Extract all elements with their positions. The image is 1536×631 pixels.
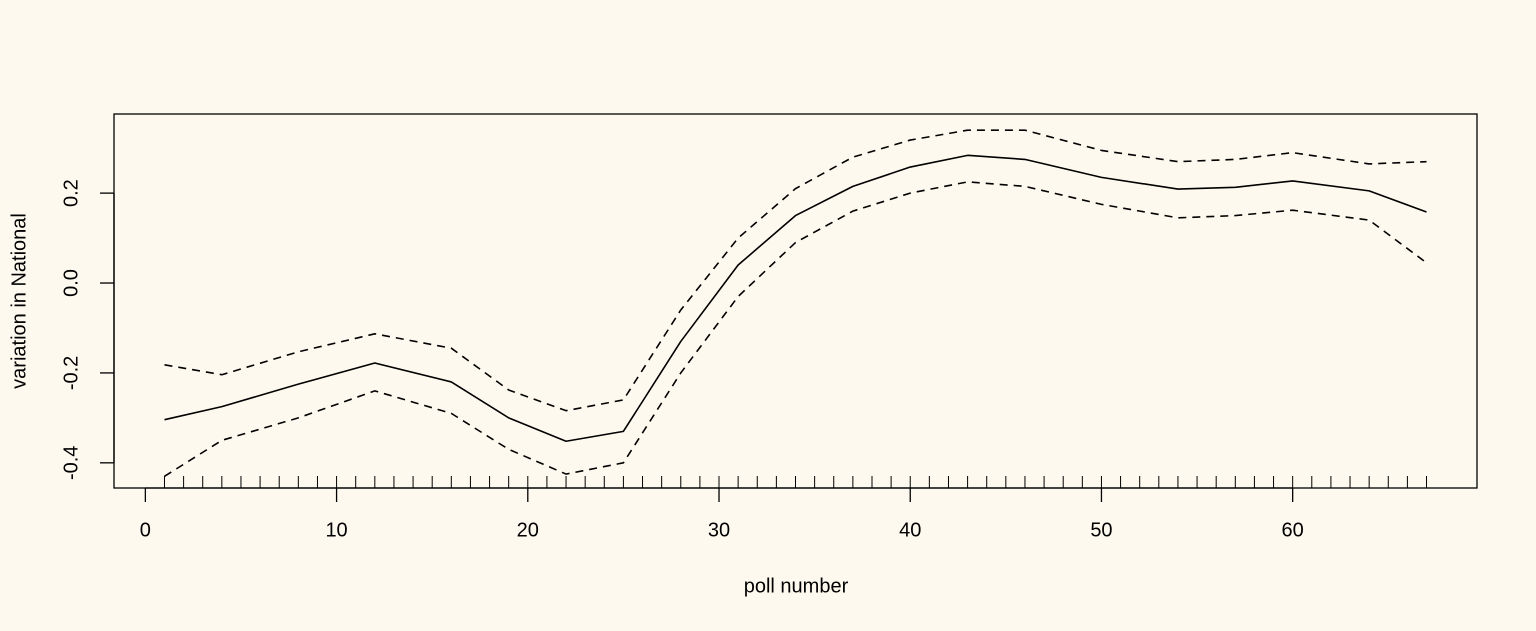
x-tick-label: 30: [708, 519, 730, 541]
y-axis-label: variation in National: [8, 213, 30, 389]
series-line: [164, 181, 1427, 477]
y-tick-label: -0.2: [60, 356, 82, 390]
x-tick-label: 10: [325, 519, 347, 541]
y-tick-label: 0.2: [60, 179, 82, 207]
x-tick-label: 60: [1282, 519, 1304, 541]
y-tick-label: -0.4: [60, 446, 82, 480]
y-tick-label: 0.0: [60, 269, 82, 297]
series-line: [164, 129, 1427, 412]
x-tick-label: 40: [899, 519, 921, 541]
x-tick-label: 50: [1090, 519, 1112, 541]
x-tick-label: 20: [517, 519, 539, 541]
series-line: [164, 154, 1427, 443]
x-tick-label: 0: [140, 519, 151, 541]
x-axis-label: poll number: [744, 575, 849, 597]
